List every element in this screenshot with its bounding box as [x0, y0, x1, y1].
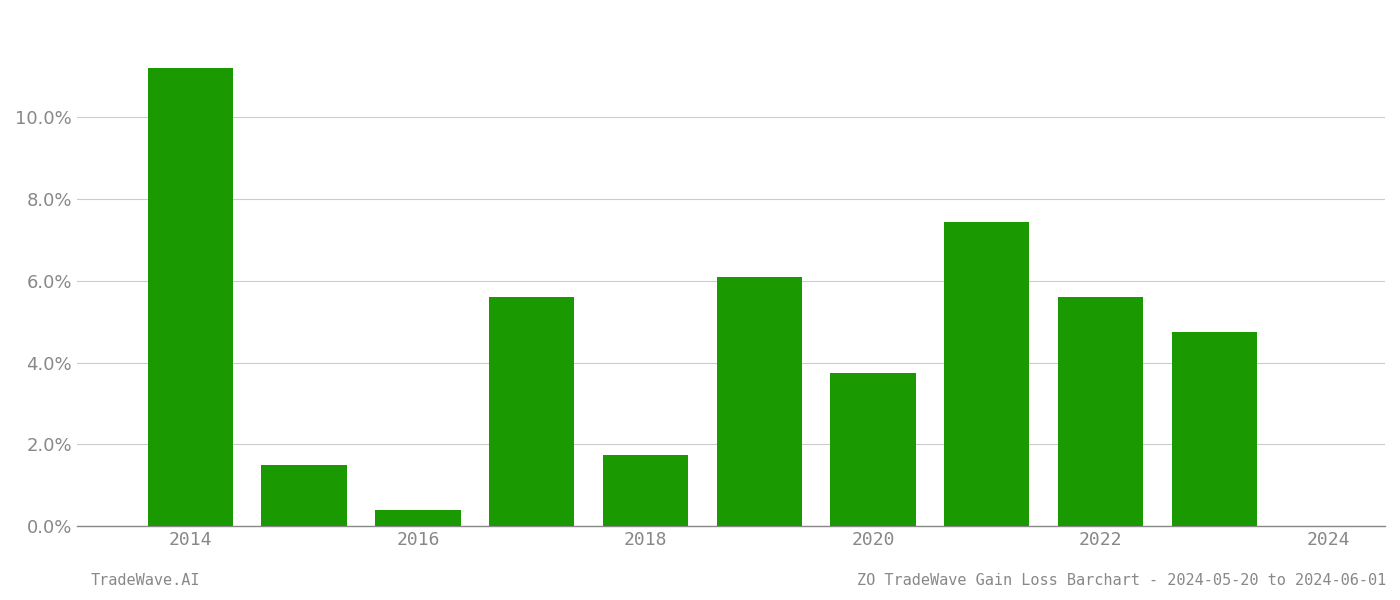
Bar [603, 455, 689, 526]
Bar [1058, 297, 1144, 526]
Bar [148, 68, 232, 526]
Bar [830, 373, 916, 526]
Bar [944, 221, 1029, 526]
Bar [717, 277, 802, 526]
Text: TradeWave.AI: TradeWave.AI [91, 573, 200, 588]
Bar [1172, 332, 1257, 526]
Bar [375, 510, 461, 526]
Text: ZO TradeWave Gain Loss Barchart - 2024-05-20 to 2024-06-01: ZO TradeWave Gain Loss Barchart - 2024-0… [857, 573, 1386, 588]
Bar [262, 465, 347, 526]
Bar [489, 297, 574, 526]
